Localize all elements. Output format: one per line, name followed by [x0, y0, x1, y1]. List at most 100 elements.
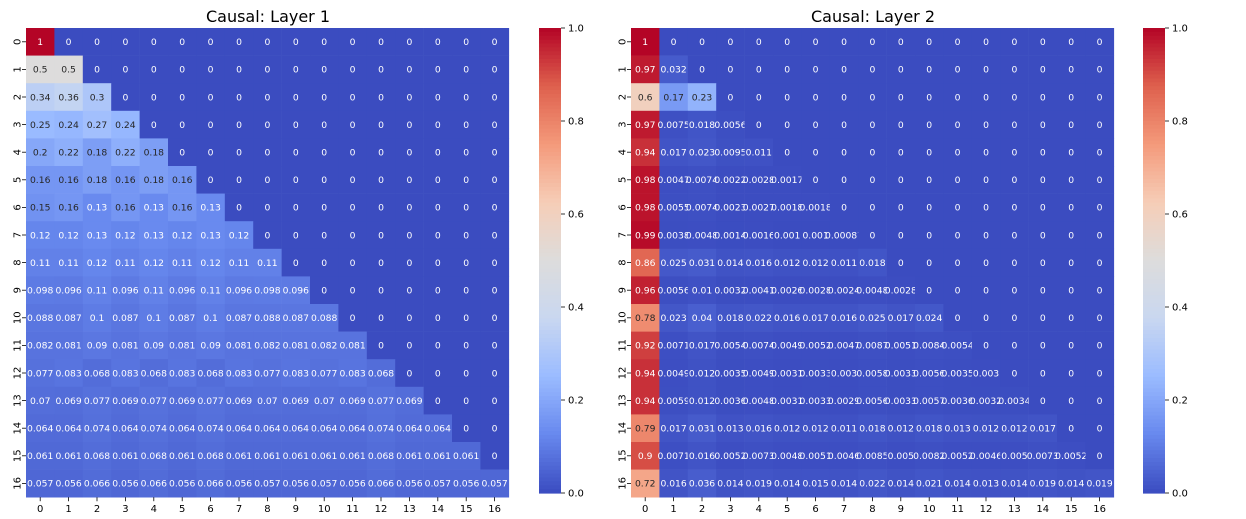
cell-value-label: 0	[264, 92, 270, 103]
heatmap-cell	[659, 331, 689, 360]
heatmap-cell	[395, 110, 424, 139]
heatmap-cell	[1057, 28, 1086, 56]
heatmap-cell	[139, 442, 169, 470]
heatmap-cell	[26, 55, 55, 84]
heatmap-panel-layer-1: Causal: Layer 1 1 0 0 0 0 0 0 0 0 0 0 0 0 0 0 0 00.5 0.5 0…	[13, 7, 584, 515]
cell-value-label: 0.1	[203, 313, 218, 324]
x-tick-label: 4	[756, 504, 762, 515]
cell-value-label: 0	[1068, 65, 1074, 76]
cell-value-label: 0	[898, 148, 904, 159]
cell-value-label: 0	[492, 230, 498, 241]
cell-value-label: 0	[841, 37, 847, 48]
heatmap-cell	[395, 221, 424, 250]
cell-value-label: 0	[293, 258, 299, 269]
cell-value-label: 0.18	[144, 175, 165, 186]
heatmap-cell	[687, 138, 717, 167]
heatmap-cell	[915, 331, 944, 360]
colorbar-segment	[539, 291, 561, 296]
cell-value-label: 0.9	[638, 451, 653, 462]
cell-value-label: 0	[378, 286, 384, 297]
heatmap-cell	[744, 248, 774, 277]
cell-value-label: 0.12	[229, 230, 249, 241]
cell-value-label: 0	[463, 368, 469, 379]
heatmap-cell	[943, 138, 973, 167]
y-tick-label: 11	[13, 339, 24, 352]
colorbar-segment	[1143, 128, 1165, 134]
colorbar-segment	[1143, 431, 1165, 436]
x-axis-ticks: 0 1 2 3 4 5 6 7 8 9 10 11 12 13 14 15 16	[642, 497, 1106, 515]
heatmap-cell	[54, 442, 84, 470]
heatmap-cell	[886, 138, 916, 167]
heatmap-cell	[1028, 221, 1058, 250]
cell-value-label: 0	[293, 65, 299, 76]
cell-value-label: 0.16	[115, 175, 136, 186]
heatmap-cell	[858, 83, 887, 112]
heatmap-cell	[26, 304, 55, 332]
colorbar-segment	[539, 388, 561, 393]
heatmap-cell	[1057, 248, 1086, 277]
colorbar-segment	[539, 55, 561, 60]
heatmap-cell	[1085, 110, 1115, 139]
cell-value-label: 0.0036	[714, 396, 746, 407]
cell-value-label: 0.068	[141, 368, 167, 379]
heatmap-cell	[801, 331, 831, 360]
cell-value-label: 0	[492, 92, 498, 103]
colorbar-segment	[1143, 121, 1165, 126]
cell-value-label: 0	[955, 230, 961, 241]
heatmap-cell	[310, 166, 339, 194]
cell-value-label: 0	[463, 313, 469, 324]
cell-value-label: 0	[955, 120, 961, 131]
cell-value-label: 0	[1068, 230, 1074, 241]
cell-value-label: 0.005	[888, 451, 914, 462]
cell-value-label: 0	[983, 258, 989, 269]
cell-value-label: 0	[122, 65, 128, 76]
cell-value-label: 0	[378, 65, 384, 76]
cell-value-label: 0.077	[84, 396, 110, 407]
colorbar-segment	[539, 194, 561, 200]
heatmap-cell	[687, 55, 717, 84]
heatmap-cell	[366, 110, 396, 139]
colorbar-tick-label: 0.8	[1172, 117, 1188, 128]
colorbar-segment	[1143, 469, 1165, 475]
heatmap-cell	[631, 28, 660, 56]
cell-value-label: 0	[378, 313, 384, 324]
heatmap-cell	[915, 193, 944, 222]
cell-value-label: 0	[492, 203, 498, 214]
cell-value-label: 0.0071	[658, 341, 690, 352]
cell-value-label: 0	[841, 120, 847, 131]
heatmap-cell	[631, 166, 660, 194]
heatmap-cell	[943, 248, 973, 277]
cell-value-label: 0	[151, 37, 157, 48]
heatmap-cell	[659, 55, 689, 84]
heatmap-cell	[744, 414, 774, 443]
colorbar-segment	[1143, 272, 1165, 277]
heatmap-cell	[659, 359, 689, 388]
heatmap-cell	[366, 138, 396, 167]
cell-value-label: 0.11	[229, 258, 249, 269]
heatmap-cell	[1000, 469, 1029, 498]
colorbar-segment	[1143, 303, 1165, 308]
heatmap-cell	[224, 193, 254, 222]
colorbar-segment	[1143, 241, 1165, 246]
cell-value-label: 0.0031	[771, 368, 803, 379]
x-tick-label: 10	[318, 504, 331, 515]
colorbar-segment	[539, 43, 561, 48]
heatmap-cell	[26, 276, 55, 305]
colorbar-segment	[1143, 365, 1165, 370]
heatmap-cell	[54, 55, 84, 84]
colorbar-segment	[1143, 326, 1165, 331]
cell-value-label: 0.098	[27, 286, 53, 297]
colorbar-segment	[539, 318, 561, 324]
cell-value-label: 0.1	[90, 313, 105, 324]
colorbar-segment	[1143, 361, 1165, 366]
y-tick-label: 4	[13, 149, 24, 155]
cell-value-label: 0	[1040, 37, 1046, 48]
heatmap-cell	[716, 28, 745, 56]
colorbar-segment	[539, 233, 561, 238]
colorbar-segment	[1143, 113, 1165, 118]
cell-value-label: 0.92	[635, 341, 655, 352]
colorbar-segment	[1143, 384, 1165, 389]
heatmap-cell	[452, 221, 481, 250]
heatmap-cell	[659, 166, 689, 194]
colorbar-segment	[1143, 186, 1165, 192]
